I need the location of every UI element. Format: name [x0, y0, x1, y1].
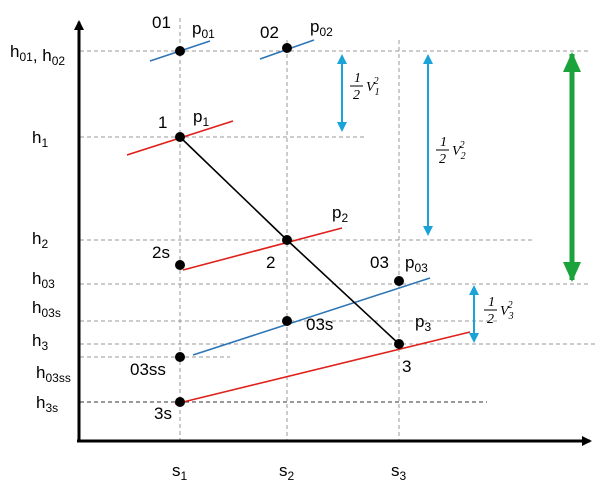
pressure-label: p02 [310, 17, 333, 39]
y-axis-label: h3s [36, 393, 58, 415]
pressure-label: p2 [332, 203, 348, 225]
point-label: 3s [154, 404, 172, 423]
arrows [337, 52, 581, 343]
label-text: p [415, 312, 424, 331]
point-label: 03s [306, 315, 333, 334]
y-axis-label: h01, h02 [10, 42, 65, 68]
label-sub: 1 [181, 469, 188, 483]
label-text: p [310, 17, 319, 36]
x-axis-label: s3 [391, 461, 407, 483]
label-text: p [332, 203, 341, 222]
point-label: 03ss [130, 360, 166, 379]
point-label: 1 [158, 113, 167, 132]
label-sub: 03s [41, 306, 60, 320]
label-sub: 03 [41, 277, 55, 291]
velocity-term: V22 [452, 140, 466, 162]
label-text: s [279, 461, 288, 480]
label-text: s [172, 461, 181, 480]
pressure-label: p01 [192, 19, 215, 41]
pressure-label: p3 [415, 312, 431, 334]
fraction-numerator: 1 [488, 295, 495, 310]
fraction-denominator: 2 [353, 88, 360, 103]
y-axis-label: h2 [32, 229, 48, 251]
axes [74, 20, 592, 446]
label-text: s [391, 461, 400, 480]
label-sub: 3 [424, 320, 431, 334]
point-label: 03 [370, 253, 389, 272]
fraction-numerator: 1 [354, 71, 361, 86]
label-sub: 2 [288, 469, 295, 483]
label-sub: 2 [41, 237, 48, 251]
x-axis-label: s1 [172, 461, 188, 483]
label-sub: 03ss [45, 371, 70, 385]
label-text: , h [33, 46, 52, 65]
point-label: 3 [402, 357, 411, 376]
label-text: h [36, 363, 45, 382]
sup: 2 [460, 140, 465, 151]
y-axis-label: h03ss [36, 363, 71, 385]
symbol: V [500, 304, 510, 319]
label-sub: 1 [41, 136, 48, 150]
fraction-denominator: 2 [439, 152, 446, 167]
sub: 3 [508, 311, 514, 322]
label-sub: 02 [319, 25, 333, 39]
sup: 2 [374, 76, 379, 87]
label-text: p [192, 19, 201, 38]
symbol: V [366, 80, 376, 95]
point-label: 01 [152, 13, 171, 32]
pressure-label: p03 [405, 253, 428, 275]
label-text: h [32, 128, 41, 147]
x-axis-label: s2 [279, 461, 295, 483]
symbol: V [452, 144, 462, 159]
label-sub: 3 [41, 339, 48, 353]
y-axis-label: h1 [32, 128, 48, 150]
label-text: h [32, 298, 41, 317]
label-text: p [193, 107, 202, 126]
y-axis-label: h3 [32, 331, 48, 353]
point-label: 2 [266, 253, 275, 272]
label-sub: 3 [400, 469, 407, 483]
fraction-numerator: 1 [440, 135, 447, 150]
lines [126, 39, 471, 405]
label-text: h [32, 229, 41, 248]
label-text: h [32, 269, 41, 288]
sub: 1 [375, 87, 380, 98]
label-sub: 03 [414, 261, 428, 275]
label-sub: 3s [45, 401, 58, 415]
label-sub: 01 [201, 27, 215, 41]
point-label: 2s [152, 243, 170, 262]
label-text: p [405, 253, 414, 272]
label-text: h [36, 393, 45, 412]
label-sub: 1 [202, 115, 209, 129]
sup: 2 [508, 300, 513, 311]
label-text: h [32, 331, 41, 350]
dots [175, 43, 404, 407]
velocity-term: V32 [500, 300, 514, 322]
label-sub: 01 [19, 50, 33, 64]
y-axis-label: h03 [32, 269, 55, 291]
pressure-label: p1 [193, 107, 209, 129]
label-sub: 02 [52, 54, 66, 68]
label-sub: 2 [341, 211, 348, 225]
fraction-denominator: 2 [487, 312, 494, 327]
sub: 2 [461, 151, 466, 162]
y-axis-label: h03s [32, 298, 61, 320]
label-text: h [10, 42, 19, 61]
point-label: 02 [260, 23, 279, 42]
velocity-term: V12 [366, 76, 380, 98]
